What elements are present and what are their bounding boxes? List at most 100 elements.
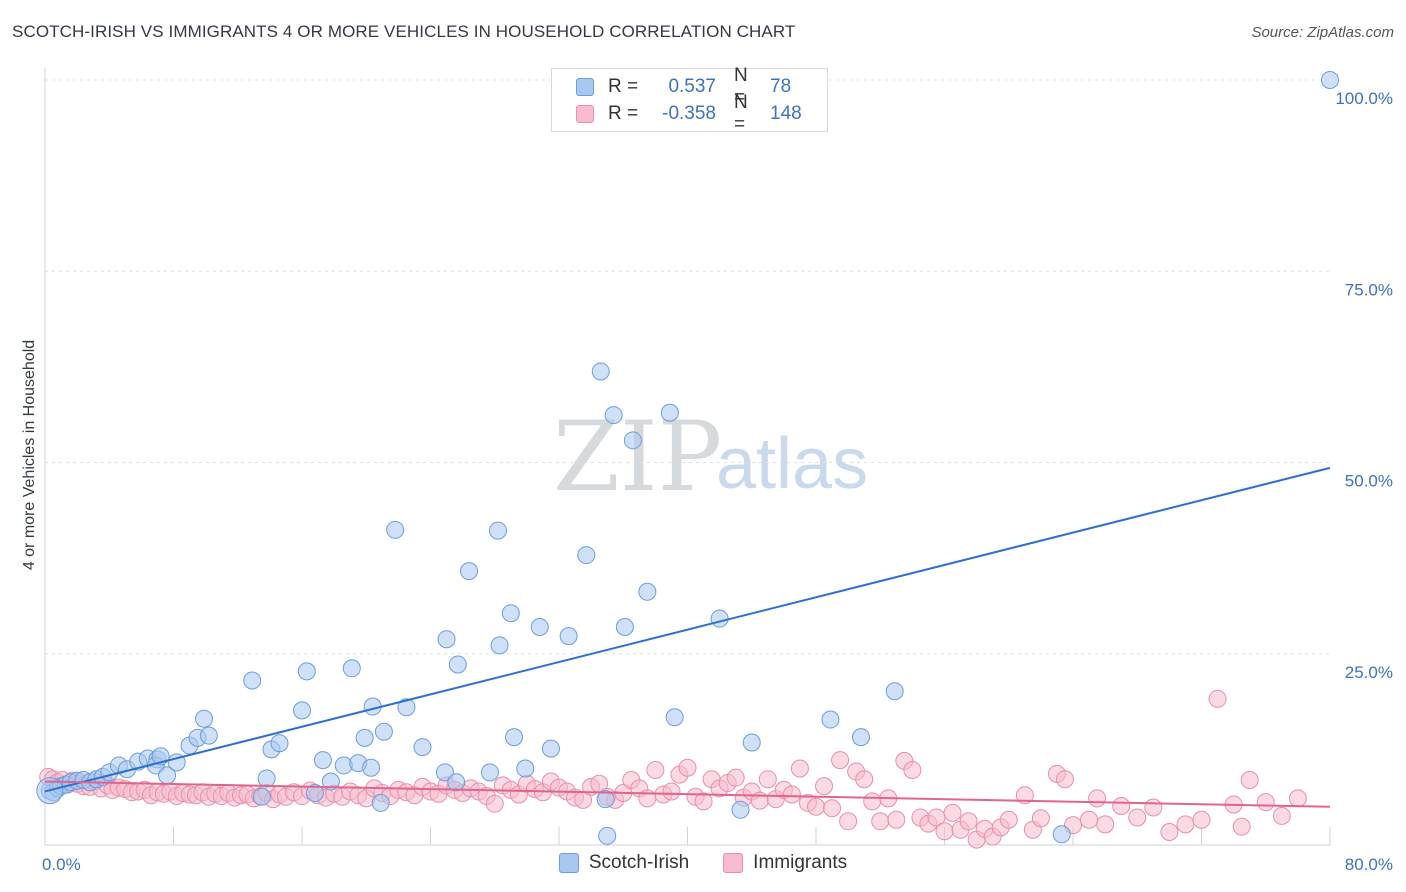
scotch-irish-point <box>615 617 634 636</box>
scotch-irish-point <box>821 710 840 729</box>
scotch-irish-point <box>488 521 507 540</box>
scotch-irish-point <box>598 826 617 845</box>
y-tick-label: 75.0% <box>1345 280 1393 299</box>
scotch-irish-point <box>559 627 578 646</box>
scotch-irish-point <box>435 763 454 782</box>
legend-r-label: R = <box>608 76 639 97</box>
scotch-irish-point <box>342 659 361 678</box>
immigrants-point <box>678 758 697 777</box>
scotch-irish-point <box>516 759 535 778</box>
immigrants-point <box>1288 789 1307 808</box>
legend-item-immigrants[interactable]: Immigrants <box>723 852 847 874</box>
scotch-irish-point <box>541 739 560 758</box>
legend-label-immigrants: Immigrants <box>753 852 848 873</box>
immigrants-point <box>1015 786 1034 805</box>
scotch-irish-point <box>505 728 524 747</box>
immigrants-point <box>1144 798 1163 817</box>
x-ticks <box>44 827 1331 845</box>
immigrants-point <box>662 782 681 801</box>
legend-n-value: 148 <box>770 103 802 124</box>
immigrants-point <box>790 759 809 778</box>
scotch-irish-point <box>243 671 262 690</box>
scotch-irish-point <box>397 698 416 717</box>
legend-label-scotch-irish: Scotch-Irish <box>588 852 690 873</box>
scotch-irish-point <box>270 734 289 753</box>
scotch-irish-point <box>293 701 311 720</box>
scotch-irish-point <box>604 406 623 425</box>
watermark-atlas: atlas <box>716 424 868 504</box>
immigrants-point <box>855 770 874 789</box>
immigrants-point <box>758 770 777 789</box>
immigrants-point <box>1192 810 1211 829</box>
x-tick-label: 80.0% <box>1345 855 1393 874</box>
scotch-irish-point <box>257 769 276 788</box>
correlation-legend: R = 0.537 N = 78 R = -0.358 N = 148 <box>551 65 828 135</box>
scotch-irish-point <box>252 787 271 806</box>
scotch-irish-point <box>371 793 390 812</box>
scotch-irish-point <box>742 733 761 752</box>
immigrants-point <box>1112 796 1131 815</box>
scotch-irish-point <box>362 758 381 777</box>
scotch-irish-legend-swatch <box>558 853 579 873</box>
scotch-irish-point <box>665 708 684 727</box>
scotch-irish-point <box>313 751 332 770</box>
scotch-irish-point <box>355 728 374 747</box>
legend-r-value: -0.358 <box>662 103 716 124</box>
immigrants-point <box>1240 770 1259 789</box>
y-tick-label: 100.0% <box>1335 89 1393 108</box>
scotch-irish-point <box>501 604 520 623</box>
scotch-irish-trend-line <box>44 466 1331 793</box>
y-tick-label: 50.0% <box>1345 472 1393 491</box>
scotch-irish-point <box>297 662 316 681</box>
scotch-irish-point <box>710 609 729 628</box>
scotch-irish-point <box>386 520 405 539</box>
scotch-irish-point <box>199 726 218 745</box>
immigrants-swatch <box>576 105 594 123</box>
immigrants-point <box>1088 789 1107 808</box>
immigrants-point <box>1160 822 1179 841</box>
legend-n-label: N = <box>734 65 748 108</box>
immigrants-point <box>887 810 906 829</box>
immigrants-point <box>726 768 745 787</box>
immigrants-point <box>694 792 713 811</box>
scotch-irish-point <box>447 773 466 792</box>
immigrants-point <box>1256 793 1275 812</box>
scotch-irish-point <box>448 655 467 674</box>
scotch-irish-point <box>490 636 509 655</box>
legend-r-label: R = <box>608 103 639 124</box>
immigrants-point <box>1055 770 1074 789</box>
immigrants-point <box>646 761 665 780</box>
immigrants-point <box>1096 815 1115 834</box>
chart-title: SCOTCH-IRISH VS IMMIGRANTS 4 OR MORE VEH… <box>12 22 796 41</box>
legend-item-scotch-irish[interactable]: Scotch-Irish <box>558 852 690 874</box>
immigrants-point <box>807 797 825 816</box>
trend-lines <box>44 466 1331 808</box>
x-tick-label: 0.0% <box>42 855 81 874</box>
grid-lines <box>45 79 1330 655</box>
immigrants-point <box>1208 689 1227 708</box>
immigrants-point <box>823 799 842 818</box>
tick-labels: 25.0% 50.0% 75.0% 100.0% 0.0% 80.0% <box>42 89 1393 874</box>
scotch-irish-point <box>374 722 393 741</box>
immigrants-point <box>1232 817 1251 836</box>
immigrants-point <box>485 794 504 813</box>
immigrants-point <box>943 803 962 822</box>
scotch-irish-point <box>321 772 340 791</box>
legend-n-value: 78 <box>770 76 792 97</box>
scotch-irish-point <box>1052 825 1071 844</box>
immigrants-point <box>815 777 834 796</box>
immigrants-point <box>839 812 858 831</box>
scotch-irish-point <box>638 582 657 601</box>
immigrants-point <box>999 810 1018 829</box>
scotch-irish-point <box>195 709 214 728</box>
scotch-irish-point <box>437 630 456 649</box>
immigrants-point <box>959 812 978 831</box>
watermark-zip: ZIP <box>553 401 722 513</box>
immigrants-legend-swatch <box>723 853 744 873</box>
legend-n-label: N = <box>734 92 748 135</box>
series-legend: Scotch-Irish Immigrants <box>0 852 1406 874</box>
scotch-irish-point <box>577 546 596 565</box>
immigrants-point <box>871 812 890 831</box>
scotch-irish-swatch <box>576 78 594 96</box>
scotch-irish-point <box>851 728 870 747</box>
